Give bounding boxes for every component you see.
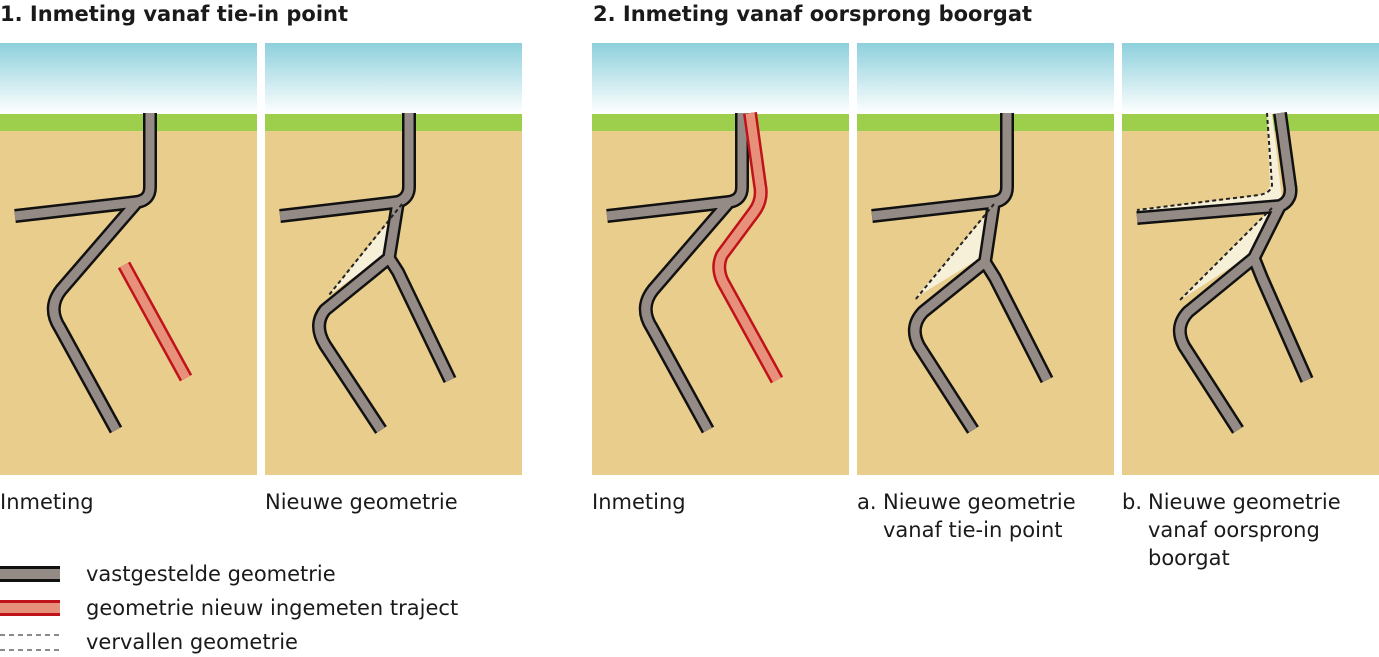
established-pipe xyxy=(1136,112,1314,434)
legend-swatch-established xyxy=(0,566,60,582)
panel-5-new-geometry-origin xyxy=(1122,43,1379,475)
section-title-2: 2. Inmeting vanaf oorsprong boorgat xyxy=(593,2,1033,26)
panel-4-letter: a. xyxy=(857,490,877,514)
established-pipe xyxy=(14,113,157,434)
legend-item-established: vastgestelde geometrie xyxy=(0,560,520,588)
panel-2-caption: Nieuwe geometrie xyxy=(265,490,458,514)
removed-geometry-line xyxy=(328,203,403,296)
panel-1-caption: Inmeting xyxy=(0,490,94,514)
borehole-diagrams xyxy=(0,43,1379,475)
established-pipe xyxy=(606,113,749,434)
panel-5-caption: b. Nieuwe geometrie vanaf oorsprong boor… xyxy=(1122,490,1341,570)
panel-1-inmeting xyxy=(0,43,257,475)
new-measured-trajectory xyxy=(712,112,784,384)
panel-3-caption: Inmeting xyxy=(592,490,686,514)
legend-swatch-new-trajectory xyxy=(0,600,60,616)
legend-label-new-trajectory: geometrie nieuw ingemeten traject xyxy=(86,596,459,620)
legend-label-removed: vervallen geometrie xyxy=(86,630,298,654)
legend-label-established: vastgestelde geometrie xyxy=(86,562,336,586)
established-pipe xyxy=(871,113,1054,434)
legend-item-new-trajectory: geometrie nieuw ingemeten traject xyxy=(0,594,520,622)
legend-item-removed: vervallen geometrie xyxy=(0,628,520,656)
panel-5-letter: b. xyxy=(1122,490,1143,514)
removed-geometry-line xyxy=(1136,112,1274,211)
new-measured-trajectory xyxy=(117,261,193,382)
panel-4-new-geometry-tie-in xyxy=(857,43,1114,475)
established-pipe xyxy=(279,113,457,434)
section-title-1: 1. Inmeting vanaf tie-in point xyxy=(0,2,349,26)
panel-4-caption: a. Nieuwe geometrie vanaf tie-in point xyxy=(857,490,1076,542)
panel-3-inmeting xyxy=(592,43,849,475)
panel-2-nieuwe-geometrie xyxy=(265,43,522,475)
legend-swatch-removed xyxy=(0,634,60,651)
removed-geometry-line xyxy=(1179,207,1273,301)
